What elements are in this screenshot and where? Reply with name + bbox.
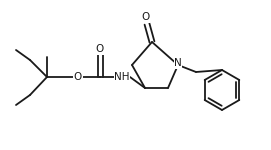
Text: O: O [74, 72, 82, 82]
Text: NH: NH [114, 72, 130, 82]
Text: N: N [174, 58, 182, 68]
Text: O: O [96, 44, 104, 54]
Text: O: O [141, 12, 149, 22]
